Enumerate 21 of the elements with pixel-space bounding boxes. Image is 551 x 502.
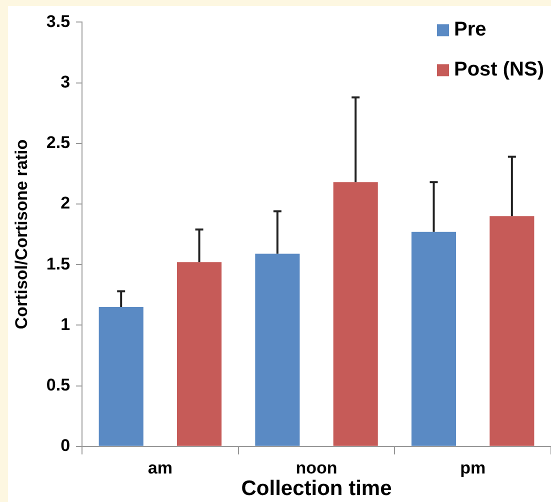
- y-tick-label: 0: [60, 436, 70, 456]
- x-axis-title: Collection time: [241, 477, 392, 500]
- y-tick-label: 1: [60, 314, 70, 334]
- legend-label: Post (NS): [454, 58, 544, 81]
- bar: [98, 307, 144, 446]
- bar: [177, 262, 222, 446]
- y-tick-label: 3: [60, 72, 70, 92]
- bar: [255, 254, 300, 446]
- bar: [333, 182, 378, 446]
- y-tick-label: 3.5: [46, 12, 70, 31]
- x-tick-label: noon: [296, 458, 338, 478]
- bar: [490, 216, 534, 446]
- bar: [411, 232, 456, 446]
- x-tick-label: pm: [460, 458, 486, 478]
- y-tick-label: 2.5: [46, 133, 70, 152]
- y-tick-label: 0.5: [46, 375, 70, 394]
- legend-label: Pre: [454, 18, 486, 41]
- x-tick-label: am: [148, 458, 172, 478]
- y-tick-label: 1.5: [46, 254, 70, 274]
- y-axis-title: Cortisol/Cortisone ratio: [12, 139, 31, 330]
- y-tick-label: 2: [60, 194, 70, 213]
